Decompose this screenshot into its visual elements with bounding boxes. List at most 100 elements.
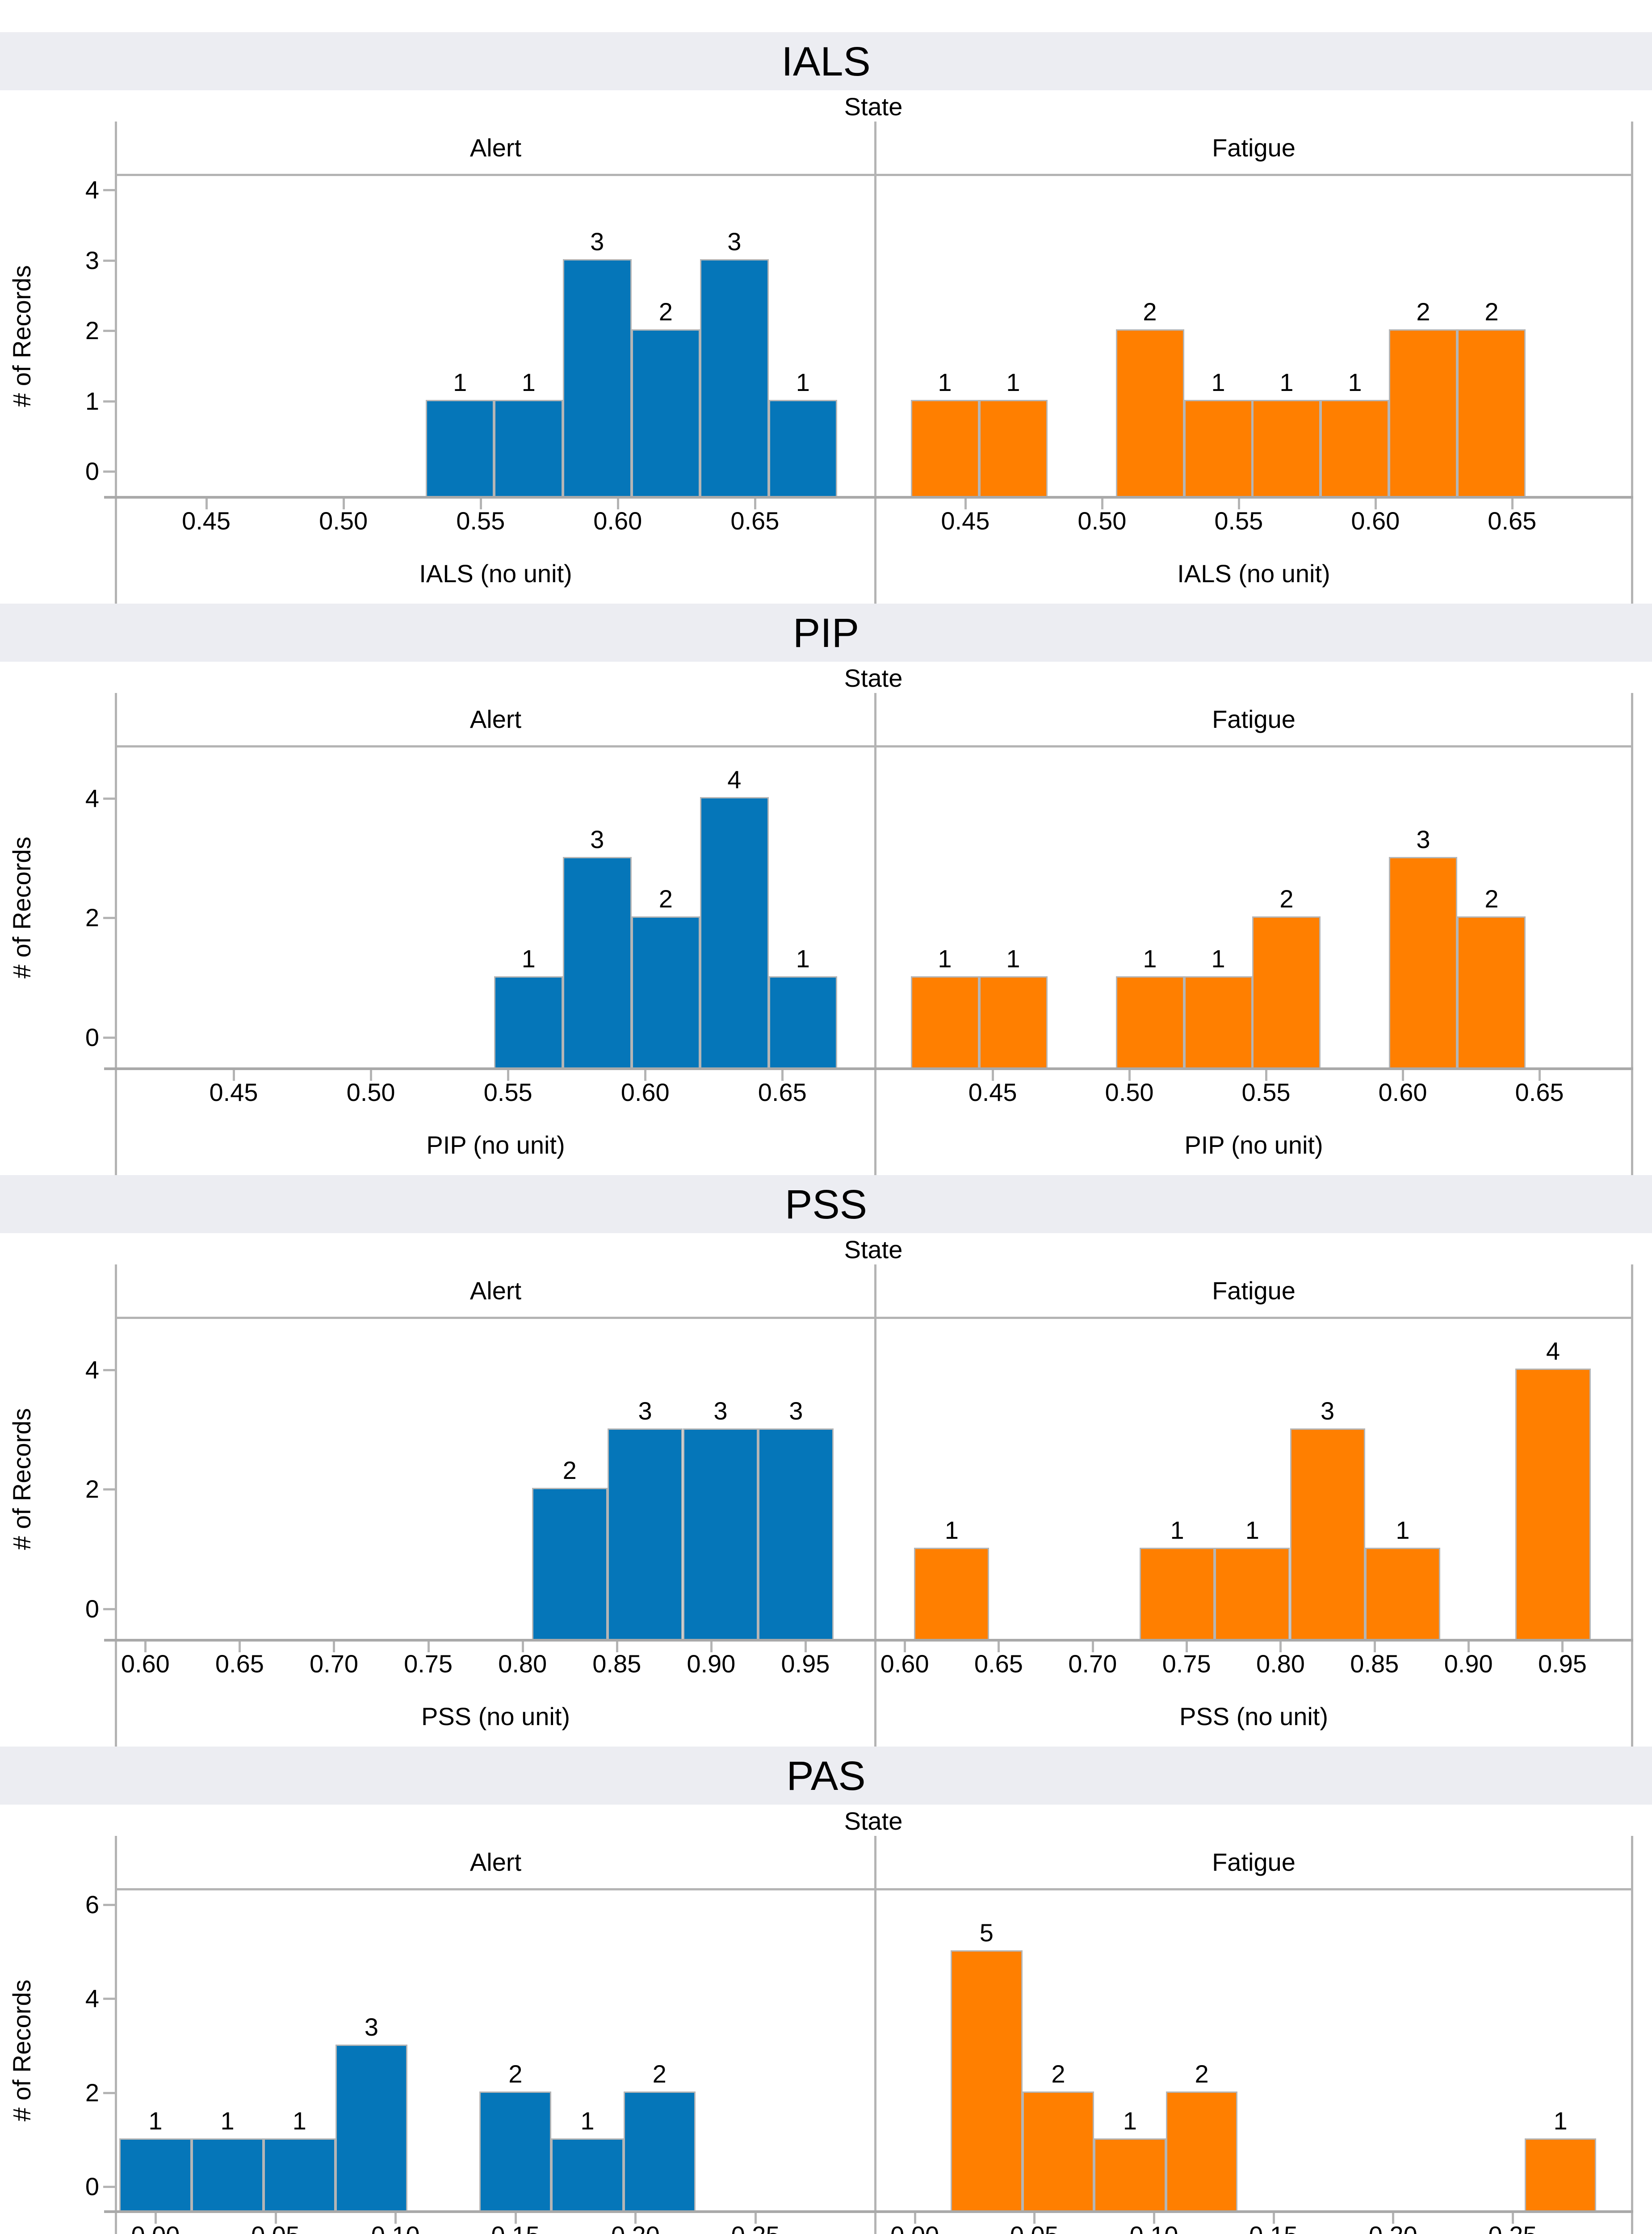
histogram-bar[interactable] [494,976,563,1067]
histogram-bar[interactable] [1022,2091,1094,2210]
histogram-bar[interactable] [1184,976,1253,1067]
histogram-bar[interactable] [623,2091,696,2210]
bar-count-label: 3 [1321,1396,1335,1425]
histogram-bar[interactable] [700,259,769,496]
x-tick-label: 0.65 [730,507,780,535]
histogram-bar[interactable] [1252,399,1321,496]
plot-right-border [1631,122,1633,604]
x-tick-mark [427,1642,430,1652]
histogram-bar[interactable] [1524,2138,1597,2210]
histogram-bar[interactable] [479,2091,552,2210]
bar-count-label: 5 [979,1918,994,1947]
histogram-bar[interactable] [1389,857,1458,1067]
x-tick-mark [616,499,619,509]
histogram-bar[interactable] [683,1428,759,1639]
histogram-bar[interactable] [563,857,632,1067]
facet-divider-line [874,1264,876,1747]
bar-count-label: 1 [453,368,467,396]
x-tick-label: 0.70 [309,1650,358,1678]
plot-top-border [115,1317,1633,1319]
x-tick-mark [370,1070,373,1081]
histogram-bar[interactable] [768,976,838,1067]
histogram-bar[interactable] [425,399,495,496]
histogram-bar[interactable] [335,2044,408,2210]
y-tick-mark [103,1903,115,1906]
histogram-bar[interactable] [951,1950,1023,2210]
x-tick-label: 0.50 [1078,507,1127,535]
x-tick-label: 0.75 [1162,1650,1211,1678]
plot-right-border [1631,1836,1633,2234]
histogram-bar[interactable] [263,2138,335,2210]
x-tick-mark [781,1070,784,1081]
bar-count-label: 1 [1348,368,1362,396]
histogram-bar[interactable] [1139,1548,1215,1639]
histogram-bar[interactable] [1215,1548,1290,1639]
x-tick-mark [507,1070,510,1081]
y-tick-mark [103,1998,115,2000]
histogram-bar[interactable] [1166,2091,1238,2210]
x-tick-label: 0.45 [968,1078,1017,1106]
x-tick-mark [914,2213,916,2224]
histogram-bar[interactable] [551,2138,624,2210]
facet-plot-alert: 1 1 1 3 2 1 2 [117,1890,874,2210]
histogram-bar[interactable] [1184,399,1253,496]
histogram-bar[interactable] [1321,399,1389,496]
histogram-bar[interactable] [1290,1428,1365,1639]
histogram-bar[interactable] [532,1488,608,1639]
x-tick-mark [1511,499,1514,509]
x-tick-label: 0.20 [1344,2222,1442,2234]
x-axis-title: PSS (no unit) [1179,1702,1329,1730]
histogram-bar[interactable] [631,916,700,1067]
plot-top-border [115,745,1633,747]
chart-title: PIP [792,610,860,656]
x-tick-mark [1374,499,1377,509]
histogram-bar[interactable] [910,399,979,496]
histogram-bar[interactable] [700,797,769,1067]
histogram-bar[interactable] [1252,916,1321,1067]
bar-count-label: 3 [590,825,604,853]
facet-divider-line [874,693,876,1175]
bar-count-label: 1 [1143,945,1157,973]
bar-count-label: 2 [1484,298,1499,326]
histogram-bar[interactable] [563,259,632,496]
histogram-bar[interactable] [494,399,563,496]
y-tick-label: 2 [85,2078,99,2107]
x-tick-label: 0.65 [974,1650,1023,1678]
histogram-bar[interactable] [1115,976,1184,1067]
y-tick-mark [103,400,115,403]
x-tick-mark [342,499,345,509]
y-tick-mark [103,2091,115,2094]
histogram-bar[interactable] [1115,329,1184,496]
x-tick-mark [1265,1070,1268,1081]
x-tick-mark [1402,1070,1405,1081]
y-tick-label: 3 [85,246,99,274]
histogram-bar[interactable] [631,329,700,496]
y-tick-label: 0 [85,2172,99,2201]
histogram-bar[interactable] [119,2138,192,2210]
x-tick-mark [144,1642,147,1652]
histogram-bar[interactable] [1094,2138,1166,2210]
histogram-bar[interactable] [1365,1548,1440,1639]
histogram-bar[interactable] [1457,916,1526,1067]
x-tick-mark [1561,1642,1564,1652]
histogram-bar[interactable] [910,976,979,1067]
bar-count-label: 2 [658,298,673,326]
y-tick-mark [103,330,115,332]
bar-count-label: 3 [713,1396,728,1425]
histogram-bar[interactable] [768,399,838,496]
x-tick-label: 0.60 [121,1650,170,1678]
histogram-bar[interactable] [1457,329,1526,496]
histogram-bar[interactable] [607,1428,683,1639]
histogram-bar[interactable] [1389,329,1458,496]
y-tick-mark [103,189,115,192]
histogram-bar[interactable] [1515,1368,1591,1639]
histogram-bar[interactable] [191,2138,264,2210]
histogram-bar[interactable] [758,1428,834,1639]
histogram-bar[interactable] [914,1548,990,1639]
plot-right-border [1631,693,1633,1175]
histogram-bar[interactable] [979,976,1048,1067]
histogram-bar[interactable] [979,399,1048,496]
x-tick-mark [239,1642,241,1652]
y-tick-mark [103,470,115,473]
facet-plot-fatigue: 1 1 1 1 2 3 2 [876,747,1631,1067]
